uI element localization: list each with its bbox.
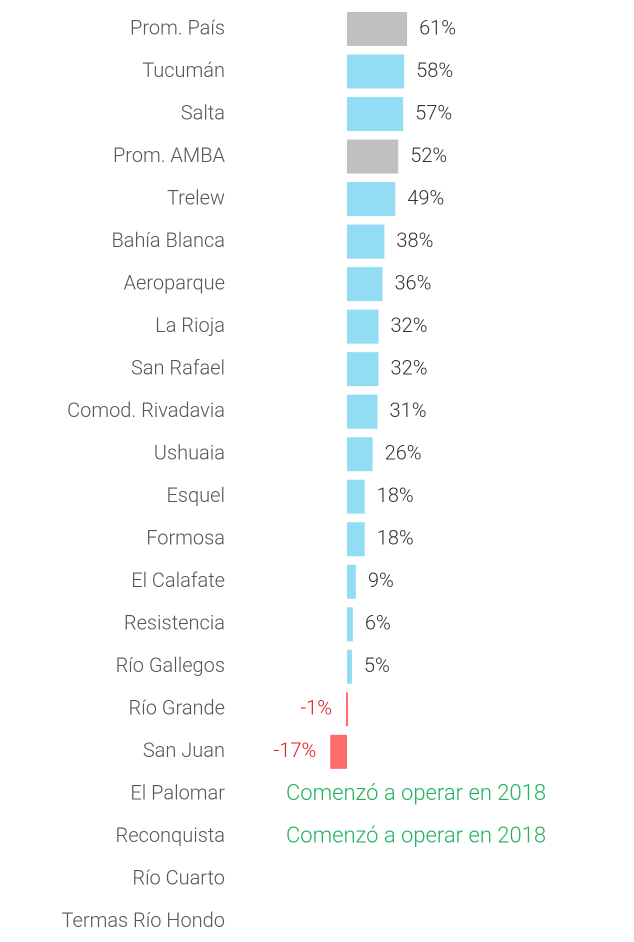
value-label: 31% [390, 398, 427, 422]
category-label: Salta [181, 100, 225, 124]
category-label: Termas Río Hondo [62, 908, 225, 932]
category-label: Resistencia [124, 611, 225, 635]
category-label: Ushuaia [154, 440, 225, 464]
bar [347, 394, 378, 429]
value-label: 9% [368, 568, 394, 592]
bar [347, 12, 408, 46]
category-label: San Rafael [131, 355, 225, 379]
value-label: 36% [394, 270, 431, 294]
category-label: La Rioja [155, 313, 225, 337]
value-label: 18% [377, 526, 414, 550]
value-label: 32% [391, 313, 428, 337]
bar [347, 649, 352, 684]
bar [347, 224, 385, 259]
value-label: 52% [410, 143, 447, 167]
category-label: El Palomar [130, 781, 225, 805]
value-label: 6% [365, 611, 391, 635]
category-label: Tucumán [142, 58, 225, 82]
category-label: Prom. AMBA [113, 143, 226, 167]
bar [347, 564, 356, 599]
bar [346, 692, 349, 727]
category-label: Río Grande [129, 696, 225, 720]
value-label: 58% [416, 58, 453, 82]
bar [347, 479, 365, 514]
value-label: 32% [391, 355, 428, 379]
category-label: Aeroparque [124, 270, 225, 294]
bar [347, 182, 396, 217]
bar [347, 437, 373, 472]
category-label: Formosa [146, 526, 225, 550]
value-label: -17% [274, 738, 317, 762]
bar [347, 139, 399, 174]
value-label: 61% [419, 15, 456, 39]
category-label: Prom. País [130, 15, 225, 39]
category-label: Río Gallegos [116, 653, 225, 677]
value-label: -1% [300, 696, 332, 720]
note-label: Comenzó a operar en 2018 [286, 781, 546, 806]
bar [347, 54, 405, 89]
category-label: Trelew [167, 185, 225, 209]
bar [347, 97, 404, 132]
bar [347, 352, 379, 387]
category-label: Esquel [167, 483, 226, 507]
bar [347, 267, 383, 302]
value-label: 57% [415, 100, 452, 124]
bar [330, 734, 347, 769]
value-label: 18% [377, 483, 414, 507]
category-label: Reconquista [115, 823, 225, 847]
category-label: El Calafate [131, 568, 225, 592]
bar [347, 522, 365, 557]
category-label: Bahía Blanca [111, 228, 225, 252]
bar [347, 607, 353, 642]
value-label: 38% [396, 228, 433, 252]
bar [347, 309, 379, 344]
note-label: Comenzó a operar en 2018 [286, 824, 546, 849]
value-label: 5% [364, 653, 390, 677]
value-label: 26% [385, 440, 422, 464]
category-label: San Juan [143, 738, 225, 762]
category-label: Río Cuarto [132, 866, 225, 890]
value-label: 49% [407, 185, 444, 209]
category-label: Comod. Rivadavia [67, 398, 225, 422]
